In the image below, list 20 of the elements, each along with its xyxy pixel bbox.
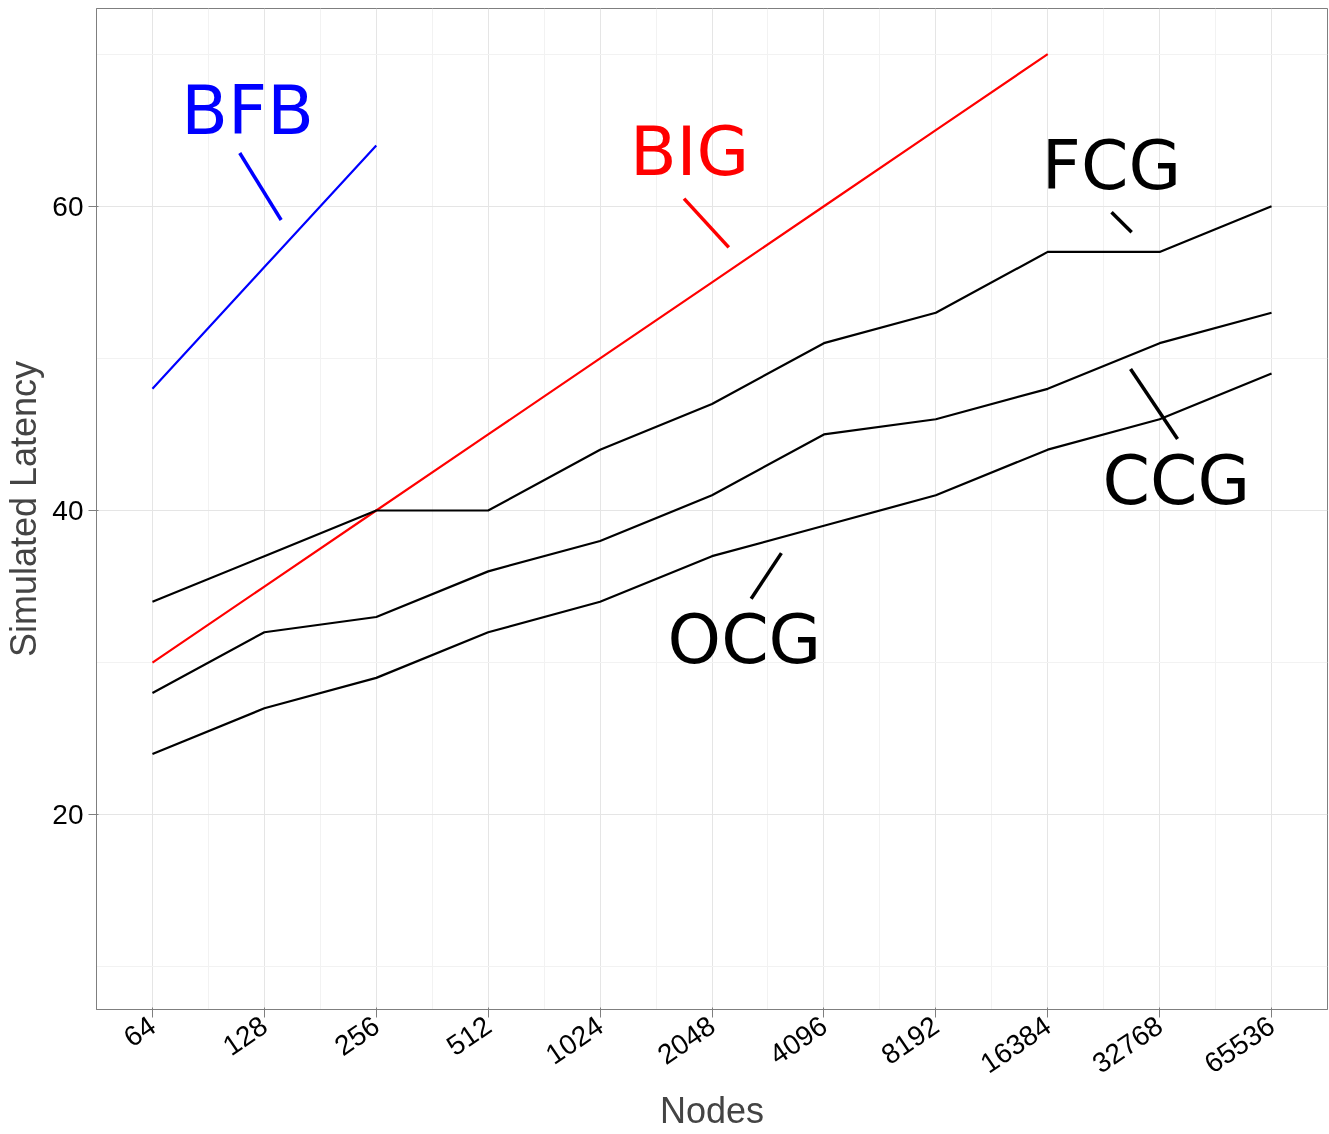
legend-label: CCG — [1102, 440, 1251, 520]
y-tick-label: 40 — [52, 495, 84, 527]
x-tick-label: 128 — [217, 1009, 274, 1062]
y-tick-label: 60 — [52, 190, 84, 222]
series-label: BFB — [181, 70, 314, 150]
series-label: FCG — [1041, 125, 1182, 205]
line-series — [151, 53, 1049, 664]
legend-label: OCG — [667, 600, 822, 680]
x-tick-label: 4096 — [763, 1009, 833, 1071]
y-tick-label: 20 — [52, 799, 84, 831]
line-series — [151, 205, 1273, 603]
line-series — [151, 372, 1273, 756]
x-tick-label: 8192 — [875, 1009, 945, 1071]
x-tick-label: 256 — [328, 1009, 386, 1062]
x-tick-label: 64 — [118, 1009, 162, 1053]
y-axis-title: Simulated Latency — [3, 360, 45, 658]
x-axis-title: Nodes — [659, 1090, 765, 1132]
x-tick-label: 512 — [440, 1009, 497, 1062]
series-label: BIG — [629, 112, 750, 191]
line-series — [151, 311, 1273, 695]
